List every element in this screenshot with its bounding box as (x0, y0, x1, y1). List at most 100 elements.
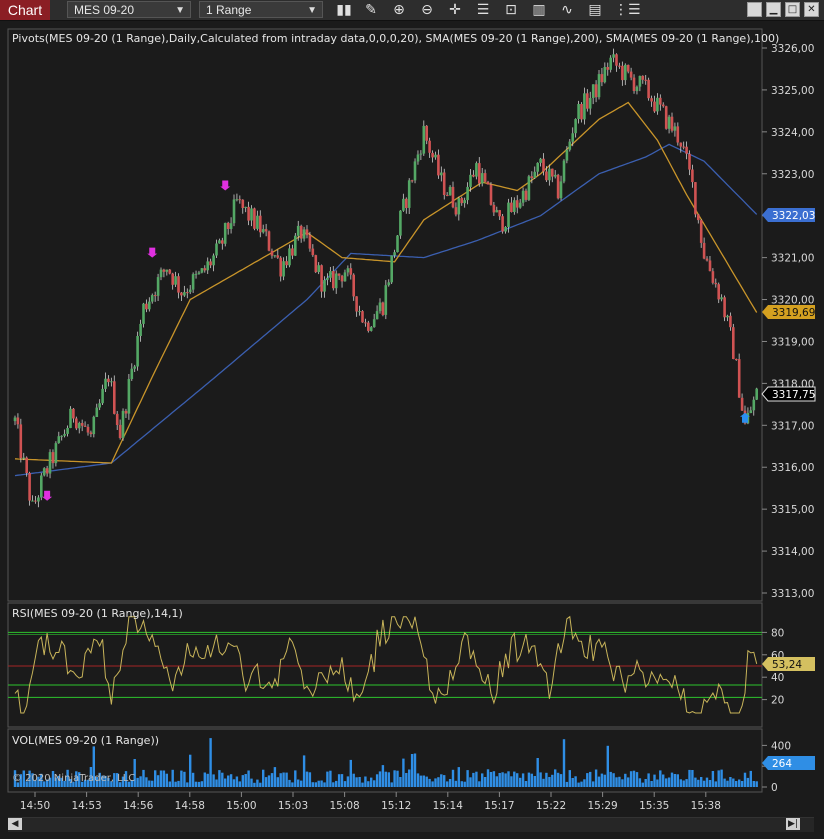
candle-body (381, 302, 385, 315)
candle-body (361, 311, 364, 323)
sma200-marker-text: 3322,03 (772, 210, 815, 222)
crosshair-icon[interactable]: ✛ (449, 2, 461, 18)
interval-selector[interactable]: 1 Range ▼ (199, 1, 323, 18)
candle-body (54, 443, 58, 464)
volume-bar (43, 781, 46, 787)
interval-label: 1 Range (206, 3, 252, 17)
volume-bar (691, 770, 694, 787)
candle-body (434, 154, 437, 158)
time-tick-label: 15:08 (329, 800, 359, 812)
volume-bar (13, 770, 17, 787)
volume-bar (726, 780, 729, 787)
volume-bar (244, 774, 247, 787)
candle-body (223, 222, 227, 244)
volume-bar (308, 772, 312, 787)
candle-body (124, 410, 128, 414)
horizontal-scrollbar[interactable] (8, 817, 814, 832)
candle-body (717, 284, 720, 300)
maximize-button[interactable]: □ (785, 2, 800, 17)
volume-bar (337, 774, 341, 787)
price-tick-label: 3325,00 (771, 85, 814, 97)
close-button[interactable]: ✕ (804, 2, 819, 17)
volume-bar (285, 772, 288, 787)
volume-bar (586, 773, 589, 787)
candle-body (296, 225, 300, 236)
candle-body (574, 119, 577, 134)
candle-body (749, 410, 753, 413)
zoom-in-icon[interactable]: ⊕ (393, 2, 405, 18)
candle-body (659, 97, 662, 105)
volume-bar (267, 775, 271, 787)
volume-bar (545, 772, 548, 787)
chevron-down-icon: ▼ (307, 5, 317, 16)
candle-body (603, 67, 607, 83)
float-button[interactable]: ▁ (766, 2, 781, 17)
candle-body (478, 163, 481, 184)
time-tick-label: 15:29 (587, 800, 617, 812)
volume-bar (154, 770, 157, 787)
candle-body (145, 303, 148, 310)
copyright-text: © 2020 NinjaTrader, LLC (12, 773, 135, 784)
volume-bar (647, 773, 650, 787)
pencil-icon[interactable]: ✎ (365, 2, 377, 18)
volume-bar (151, 780, 154, 787)
zoom-out-icon[interactable]: ⊖ (421, 2, 433, 18)
volume-bar (562, 739, 566, 787)
scroll-right-icon[interactable]: ▶| (786, 818, 800, 830)
volume-bar (305, 771, 309, 787)
candle-body (641, 75, 645, 80)
candle-body (31, 500, 34, 502)
volume-bar (419, 775, 423, 787)
strategy-icon[interactable]: ▥ (532, 2, 546, 18)
data-box-icon[interactable]: ▤ (588, 2, 602, 18)
template-icon[interactable]: ⊡ (505, 2, 517, 18)
volume-bar (78, 772, 81, 787)
volume-bar (574, 776, 577, 787)
price-tick-label: 3324,00 (771, 127, 814, 139)
volume-bar (685, 779, 688, 787)
candle-body (89, 432, 93, 435)
volume-bar (434, 778, 437, 787)
volume-bar (203, 772, 206, 787)
candle-body (723, 297, 726, 318)
candle-body (142, 303, 145, 324)
volume-bar (352, 773, 355, 787)
volume-bar (311, 782, 314, 787)
time-tick-label: 15:17 (484, 800, 514, 812)
instrument-selector[interactable]: MES 09-20 ▼ (67, 1, 191, 18)
candle-body (197, 272, 201, 274)
volume-bar (364, 776, 367, 787)
time-tick-label: 15:38 (691, 800, 721, 812)
time-tick-label: 14:53 (71, 800, 101, 812)
volume-bar (194, 781, 198, 787)
candle-body (682, 146, 685, 148)
properties-icon[interactable]: ☰ (476, 2, 490, 18)
volume-bar (428, 778, 431, 787)
volume-bar (589, 771, 592, 787)
indicators-icon[interactable]: ∿ (561, 2, 573, 18)
candle-body (577, 104, 580, 119)
candle-body (110, 381, 113, 383)
candle-body (618, 65, 621, 67)
volume-bar (673, 774, 677, 787)
candle-body (551, 168, 554, 177)
candle-body (492, 204, 496, 213)
candle-body (694, 182, 697, 215)
candle-body (451, 186, 455, 208)
candle-body (66, 428, 69, 434)
volume-bar (565, 781, 569, 787)
candle-body (697, 214, 700, 221)
volume-bar (729, 777, 732, 787)
price-panel (7, 28, 763, 602)
candle-body (507, 202, 510, 227)
volume-bar (326, 771, 329, 787)
trade-marker-arrow (220, 180, 231, 191)
candle-body (247, 206, 250, 221)
minimize-button[interactable] (747, 2, 762, 17)
chart-tab[interactable]: Chart (0, 0, 50, 20)
bar-type-icon[interactable]: ▮▮ (336, 2, 352, 18)
volume-bar (40, 773, 43, 787)
scroll-left-icon[interactable]: ◀ (8, 818, 22, 830)
candle-body (133, 366, 136, 369)
